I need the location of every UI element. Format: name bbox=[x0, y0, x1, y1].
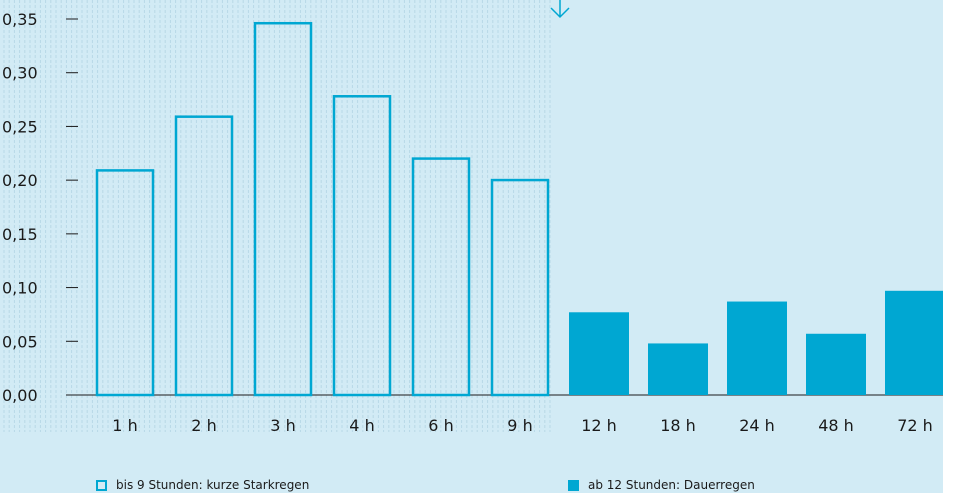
x-tick-label: 48 h bbox=[818, 416, 854, 435]
y-tick-label: 0,20 bbox=[2, 171, 38, 190]
y-tick-label: 0,15 bbox=[2, 225, 38, 244]
y-tick-label: 0,25 bbox=[2, 117, 38, 136]
bar-outline bbox=[332, 95, 392, 397]
x-tick-label: 3 h bbox=[270, 416, 295, 435]
legend-swatch-filled bbox=[568, 479, 579, 491]
x-tick-label: 2 h bbox=[191, 416, 216, 435]
y-tick-label: 0,10 bbox=[2, 279, 38, 298]
bar-filled bbox=[806, 333, 866, 395]
bar-filled bbox=[569, 312, 629, 395]
legend-label-long-rain: ab 12 Stunden: Dauerregen bbox=[588, 478, 755, 492]
y-tick-label: 0,00 bbox=[2, 386, 38, 405]
bar-outline bbox=[411, 157, 471, 397]
x-tick-label: 6 h bbox=[428, 416, 453, 435]
bar-filled bbox=[885, 290, 943, 395]
bar-chart: 0,00 0,05 0,10 0,15 0,20 0,25 0,30 0,35 1 h 2 h 3 … bbox=[2, 0, 943, 435]
y-tick-label: 0,35 bbox=[2, 10, 38, 29]
y-tick-label: 0,05 bbox=[2, 332, 38, 351]
y-tick-label: 0,30 bbox=[2, 64, 38, 83]
bar-outline bbox=[490, 178, 550, 397]
legend-label-short-rain: bis 9 Stunden: kurze Starkregen bbox=[116, 478, 310, 492]
bar-filled bbox=[727, 301, 787, 395]
bar-outline bbox=[95, 169, 155, 397]
x-tick-label: 9 h bbox=[507, 416, 532, 435]
bar-outline bbox=[253, 21, 313, 397]
bar-outline bbox=[174, 115, 234, 397]
legend-item-long-rain: ab 12 Stunden: Dauerregen bbox=[568, 478, 755, 492]
x-tick-label: 18 h bbox=[660, 416, 696, 435]
x-tick-label: 4 h bbox=[349, 416, 374, 435]
bar-filled bbox=[648, 343, 708, 395]
arrow-down-icon bbox=[550, 0, 570, 19]
x-tick-label: 12 h bbox=[581, 416, 617, 435]
x-tick-label: 1 h bbox=[112, 416, 137, 435]
x-tick-label: 24 h bbox=[739, 416, 775, 435]
legend-swatch-outline bbox=[96, 479, 107, 491]
x-tick-label: 72 h bbox=[897, 416, 933, 435]
legend-item-short-rain: bis 9 Stunden: kurze Starkregen bbox=[96, 478, 309, 492]
